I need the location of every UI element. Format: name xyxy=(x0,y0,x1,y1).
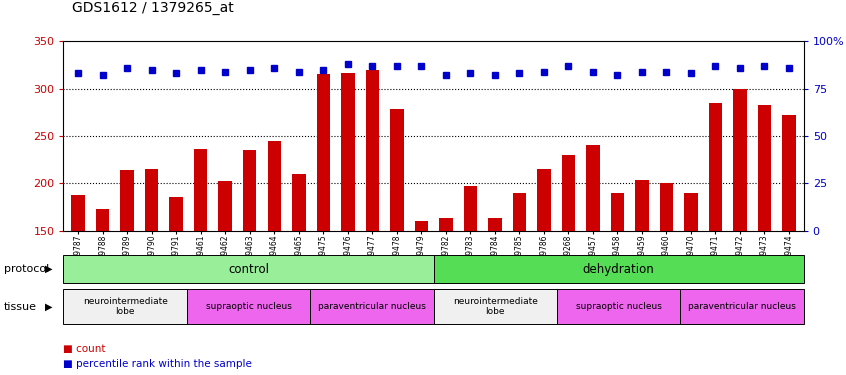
Text: tissue: tissue xyxy=(4,302,37,312)
Text: dehydration: dehydration xyxy=(583,262,655,276)
Bar xyxy=(464,186,477,231)
Text: paraventricular nucleus: paraventricular nucleus xyxy=(318,302,426,311)
Bar xyxy=(709,103,722,231)
Bar xyxy=(390,110,404,231)
Bar xyxy=(292,174,305,231)
Bar xyxy=(557,289,680,324)
Bar xyxy=(733,88,747,231)
Bar xyxy=(120,170,134,231)
Text: paraventricular nucleus: paraventricular nucleus xyxy=(688,302,796,311)
Text: ▶: ▶ xyxy=(46,302,52,312)
Bar xyxy=(684,193,698,231)
Bar xyxy=(145,169,158,231)
Bar xyxy=(439,218,453,231)
Bar xyxy=(63,289,187,324)
Bar xyxy=(71,195,85,231)
Text: supraoptic nucleus: supraoptic nucleus xyxy=(575,302,662,311)
Bar xyxy=(611,193,624,231)
Text: neurointermediate
lobe: neurointermediate lobe xyxy=(453,297,538,316)
Text: ▶: ▶ xyxy=(46,264,52,274)
Bar xyxy=(488,218,502,231)
Bar xyxy=(635,180,649,231)
Bar xyxy=(513,193,526,231)
Bar xyxy=(187,289,310,324)
Text: neurointermediate
lobe: neurointermediate lobe xyxy=(83,297,168,316)
Bar xyxy=(194,149,207,231)
Bar xyxy=(758,105,772,231)
Bar xyxy=(63,255,433,283)
Bar xyxy=(586,146,600,231)
Text: protocol: protocol xyxy=(4,264,49,274)
Bar xyxy=(365,70,379,231)
Bar xyxy=(433,289,557,324)
Bar xyxy=(310,289,433,324)
Text: supraoptic nucleus: supraoptic nucleus xyxy=(206,302,292,311)
Bar xyxy=(341,74,354,231)
Bar xyxy=(267,141,281,231)
Bar xyxy=(415,221,428,231)
Bar xyxy=(96,209,109,231)
Bar xyxy=(243,150,256,231)
Bar xyxy=(660,183,673,231)
Text: ■ count: ■ count xyxy=(63,344,106,354)
Bar xyxy=(316,74,330,231)
Bar xyxy=(537,169,551,231)
Bar xyxy=(783,115,796,231)
Text: control: control xyxy=(228,262,269,276)
Bar xyxy=(218,182,232,231)
Bar xyxy=(680,289,804,324)
Bar xyxy=(169,196,183,231)
Bar xyxy=(433,255,804,283)
Text: GDS1612 / 1379265_at: GDS1612 / 1379265_at xyxy=(72,1,233,15)
Bar xyxy=(562,155,575,231)
Text: ■ percentile rank within the sample: ■ percentile rank within the sample xyxy=(63,359,252,369)
